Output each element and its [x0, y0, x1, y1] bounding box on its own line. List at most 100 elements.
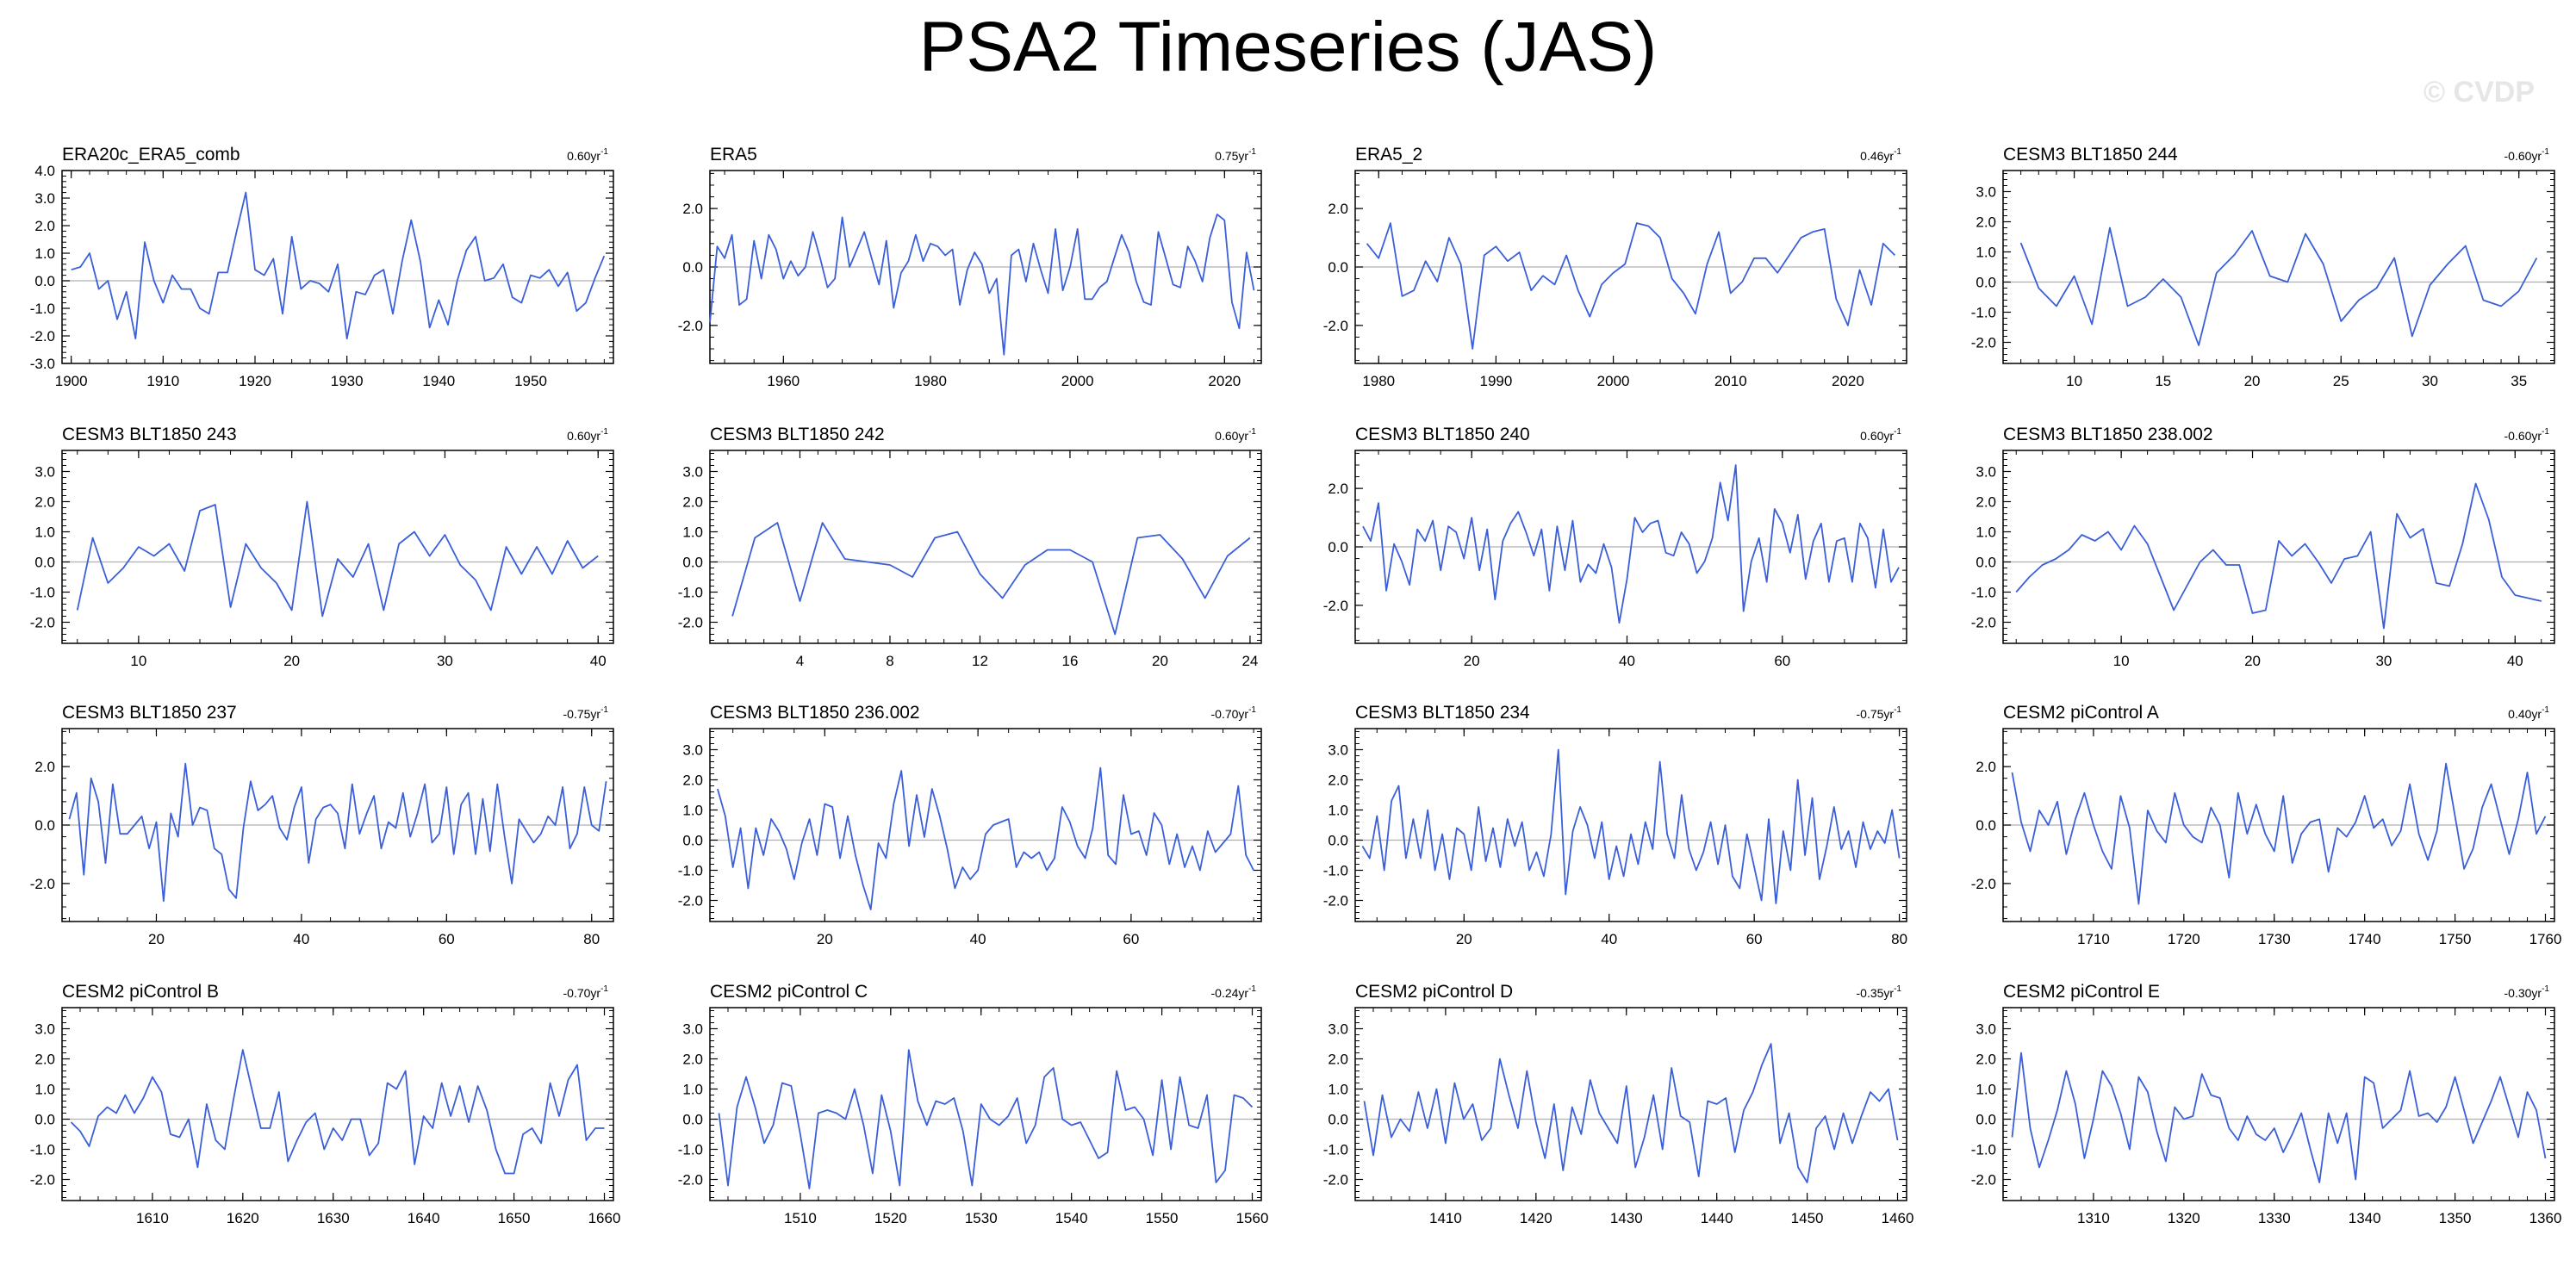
panel-title: CESM3 BLT1850 242: [710, 425, 885, 444]
panel-trend-label: 0.75yr-1: [1215, 147, 1256, 163]
x-tick-label: 15: [2155, 373, 2171, 389]
panel-frame: [1354, 1007, 1907, 1201]
x-tick-label: 20: [1464, 653, 1480, 669]
x-tick-label: 1340: [2349, 1210, 2381, 1226]
x-tick-label: 1930: [331, 373, 364, 389]
x-tick-label: 1630: [317, 1210, 350, 1226]
series-line: [717, 766, 1254, 910]
y-tick-label: 2.0: [34, 1052, 55, 1068]
y-tick-label: 3.0: [1976, 1021, 1996, 1038]
x-tick-label: 1510: [784, 1210, 817, 1226]
y-tick-label: 1.0: [1976, 524, 1996, 541]
panel-trend-label: 0.46yr-1: [1860, 147, 1901, 163]
panel-trend-label: -0.24yr-1: [1211, 984, 1257, 1000]
series-line: [70, 1049, 605, 1175]
y-tick-label: 3.0: [682, 464, 703, 481]
x-tick-label: 1900: [55, 373, 88, 389]
y-tick-label: 3.0: [1328, 742, 1348, 759]
x-tick-label: 1710: [2077, 931, 2110, 947]
x-tick-label: 1980: [914, 373, 947, 389]
y-tick-label: 0.0: [1328, 1112, 1348, 1128]
y-tick-label: -2.0: [1971, 615, 1996, 631]
panel-title: CESM2 piControl A: [2003, 703, 2159, 723]
y-tick-label: 2.0: [682, 201, 703, 217]
y-tick-label: -1.0: [1971, 1142, 1996, 1158]
panel-trend-label: -0.75yr-1: [1857, 705, 1902, 721]
y-tick-label: -2.0: [678, 893, 703, 909]
series-line: [1362, 464, 1900, 624]
series-line: [2011, 762, 2547, 905]
x-tick-label: 1550: [1146, 1210, 1179, 1226]
x-tick-label: 1980: [1362, 373, 1395, 389]
y-tick-label: 0.0: [682, 259, 703, 276]
y-tick-label: 0.0: [682, 1112, 703, 1128]
panel-frame: [61, 170, 614, 364]
y-tick-label: 0.0: [34, 555, 55, 571]
y-tick-label: 1.0: [1328, 1082, 1348, 1098]
y-tick-label: 2.0: [34, 494, 55, 511]
y-tick-label: -1.0: [30, 1142, 55, 1158]
panel-title: CESM3 BLT1850 234: [1355, 703, 1530, 723]
page-title: PSA2 Timeseries (JAS): [918, 8, 1658, 86]
x-tick-label: 1910: [146, 373, 179, 389]
x-tick-label: 10: [2113, 653, 2130, 669]
panel-frame: [709, 450, 1262, 644]
x-tick-label: 2010: [1714, 373, 1747, 389]
y-tick-label: -2.0: [1971, 335, 1996, 351]
y-tick-label: 1.0: [1976, 1082, 1996, 1098]
y-tick-label: 0.0: [1976, 275, 1996, 291]
y-tick-label: 0.0: [34, 1112, 55, 1128]
x-tick-label: 1750: [2439, 931, 2472, 947]
x-tick-label: 1320: [2168, 1210, 2200, 1226]
panel-trend-label: -0.35yr-1: [1857, 984, 1902, 1000]
series-line: [2019, 227, 2538, 346]
panel-trend-label: -0.60yr-1: [2504, 427, 2550, 443]
y-tick-label: -2.0: [1323, 893, 1348, 909]
x-tick-label: 1950: [514, 373, 547, 389]
x-tick-label: 1350: [2439, 1210, 2472, 1226]
series-line: [1366, 222, 1896, 350]
y-tick-label: 2.0: [1976, 759, 1996, 775]
y-tick-label: 4.0: [34, 163, 55, 179]
x-tick-label: 1410: [1429, 1210, 1462, 1226]
y-tick-label: 1.0: [1976, 245, 1996, 261]
y-tick-label: 0.0: [682, 833, 703, 849]
y-tick-label: 1.0: [682, 803, 703, 819]
x-tick-label: 40: [293, 931, 309, 947]
panel-title: CESM3 BLT1850 243: [62, 425, 237, 444]
y-tick-label: -1.0: [1323, 863, 1348, 879]
y-tick-label: 2.0: [1976, 214, 1996, 231]
y-tick-label: -2.0: [30, 876, 55, 892]
x-tick-label: 2000: [1597, 373, 1630, 389]
x-tick-label: 1720: [2168, 931, 2200, 947]
y-tick-label: 1.0: [34, 245, 55, 262]
series-line: [71, 191, 606, 340]
y-tick-label: -2.0: [30, 328, 55, 344]
y-tick-label: -2.0: [1971, 876, 1996, 892]
y-tick-label: -2.0: [678, 615, 703, 631]
x-tick-label: 20: [283, 653, 300, 669]
panel-frame: [709, 728, 1262, 922]
x-tick-label: 30: [437, 653, 453, 669]
x-tick-label: 20: [2244, 373, 2261, 389]
y-tick-label: 1.0: [682, 1082, 703, 1098]
x-tick-label: 24: [1241, 653, 1258, 669]
y-tick-label: 2.0: [34, 759, 55, 775]
x-tick-label: 35: [2511, 373, 2527, 389]
y-tick-label: -2.0: [1323, 318, 1348, 334]
panel-title: CESM3 BLT1850 236.002: [710, 703, 920, 723]
panel-title: CESM3 BLT1850 237: [62, 703, 237, 723]
panel-frame: [709, 1007, 1262, 1201]
x-tick-label: 20: [817, 931, 833, 947]
y-tick-label: 3.0: [1976, 184, 1996, 201]
y-tick-label: 3.0: [34, 190, 55, 207]
panel-title: ERA20c_ERA5_comb: [62, 145, 240, 164]
y-tick-label: -2.0: [678, 1172, 703, 1188]
y-tick-label: -2.0: [1323, 598, 1348, 614]
x-tick-label: 60: [1123, 931, 1139, 947]
x-tick-label: 2020: [1832, 373, 1864, 389]
y-tick-label: -1.0: [1971, 305, 1996, 321]
y-tick-label: -2.0: [1971, 1172, 1996, 1188]
x-tick-label: 40: [1619, 653, 1635, 669]
